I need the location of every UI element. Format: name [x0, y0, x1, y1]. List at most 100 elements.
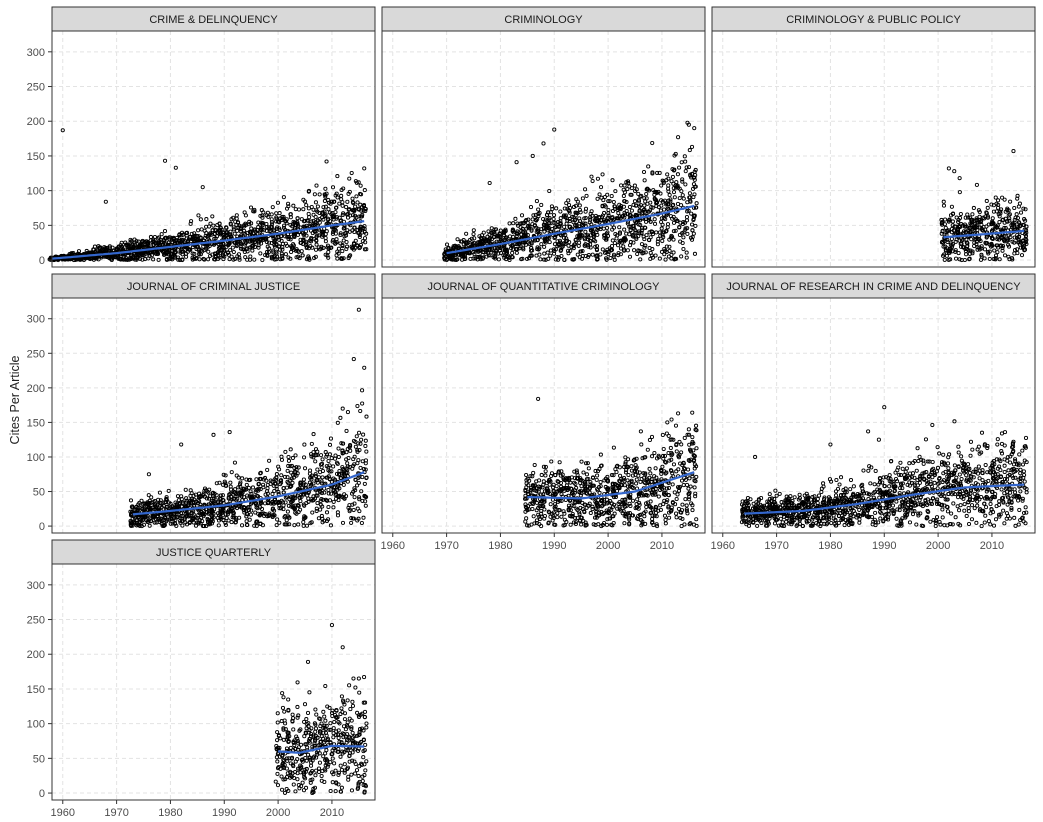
data-point [585, 233, 591, 238]
data-point [264, 237, 269, 242]
data-point [206, 257, 211, 262]
data-point [626, 181, 631, 186]
data-point [619, 240, 624, 245]
data-point [151, 239, 157, 244]
data-point [258, 251, 263, 256]
data-point [213, 227, 218, 232]
data-point [340, 249, 345, 254]
data-point [102, 246, 107, 251]
data-point [180, 257, 185, 262]
panel-title: JOURNAL OF CRIMINAL JUSTICE [127, 281, 300, 293]
data-point [162, 235, 168, 241]
data-point [364, 231, 369, 236]
data-point [238, 241, 243, 246]
data-point [604, 249, 609, 255]
data-point [357, 234, 362, 240]
data-point [655, 170, 660, 176]
data-point [492, 248, 497, 253]
data-point [286, 236, 291, 242]
data-point [560, 242, 566, 247]
data-point [655, 242, 660, 247]
data-point [684, 255, 689, 260]
data-point [277, 226, 282, 231]
data-point [685, 200, 690, 205]
data-point [302, 231, 307, 237]
outlier-point [487, 180, 492, 186]
data-point [612, 257, 617, 262]
data-point [567, 216, 572, 222]
data-point [578, 219, 583, 224]
data-point [206, 249, 211, 254]
data-point [281, 225, 287, 230]
outlier-point [552, 127, 557, 132]
data-point [658, 208, 663, 213]
data-point [177, 237, 182, 242]
data-point [581, 221, 586, 226]
data-point [546, 210, 551, 215]
data-point [642, 203, 647, 208]
data-point [679, 189, 684, 194]
data-point [333, 210, 338, 215]
panel-criminology-public-policy: CRIMINOLOGY & PUBLIC POLICY [711, 6, 1036, 268]
outlier-point [686, 122, 691, 127]
data-point [277, 211, 282, 216]
data-point [643, 243, 648, 248]
data-point [226, 232, 231, 237]
data-point [501, 231, 506, 236]
data-point [360, 230, 365, 235]
data-point [663, 257, 668, 262]
data-point [286, 201, 291, 206]
data-point [610, 238, 615, 243]
data-point [312, 192, 317, 197]
outlier-point [103, 199, 108, 204]
data-point [659, 198, 664, 203]
data-point [511, 235, 516, 240]
data-point [690, 228, 695, 233]
data-point [957, 190, 962, 195]
data-point [290, 224, 295, 229]
data-point [463, 256, 468, 261]
data-point [625, 186, 630, 192]
data-point [231, 215, 236, 220]
data-point [566, 251, 571, 256]
panel-border [51, 30, 376, 268]
data-point [584, 193, 589, 198]
data-point [269, 220, 274, 225]
data-point [140, 257, 145, 262]
y-tick-label: 200 [27, 116, 45, 128]
data-point [652, 217, 657, 222]
data-point [491, 234, 496, 239]
data-point [598, 252, 603, 257]
data-point [625, 221, 630, 226]
data-point [962, 222, 967, 227]
data-point [328, 201, 333, 206]
data-point [647, 208, 653, 213]
data-point [134, 239, 139, 244]
data-point [266, 250, 271, 255]
data-point [128, 253, 134, 258]
data-point [604, 231, 609, 236]
data-point [666, 202, 671, 207]
data-point [537, 252, 542, 257]
data-point [260, 213, 265, 218]
data-point [684, 215, 690, 220]
data-point [486, 253, 491, 258]
data-point [621, 237, 626, 242]
data-point [639, 242, 644, 247]
data-point [313, 220, 318, 225]
data-point [291, 247, 296, 252]
data-point [339, 218, 344, 223]
data-point [637, 208, 642, 213]
data-point [492, 250, 497, 255]
panel-criminology: CRIMINOLOGY [381, 6, 706, 268]
data-point [471, 256, 476, 261]
data-point [328, 219, 333, 224]
data-point [671, 186, 676, 191]
data-point [178, 249, 183, 254]
data-point [481, 250, 486, 255]
data-point [507, 221, 512, 226]
outlier-point [530, 153, 535, 158]
data-point [343, 233, 349, 238]
data-point [667, 193, 672, 198]
data-point [550, 206, 555, 212]
